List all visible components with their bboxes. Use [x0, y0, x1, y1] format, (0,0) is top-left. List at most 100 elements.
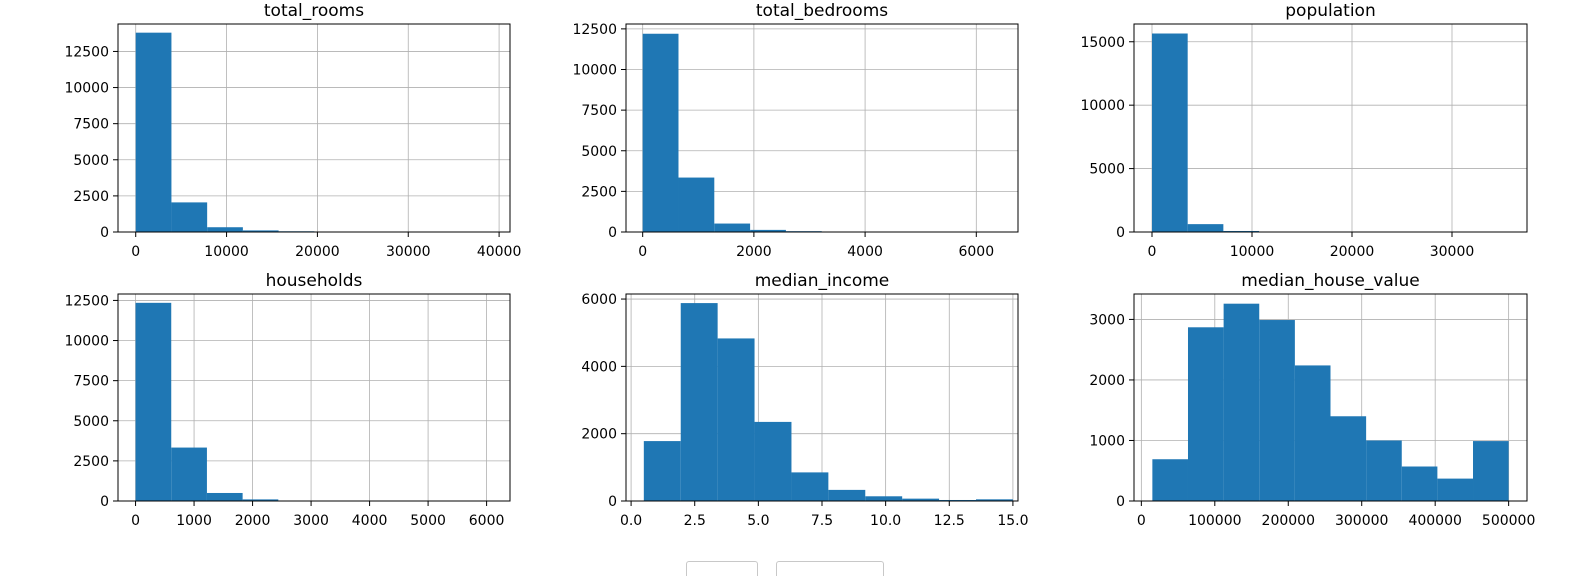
plot-1-xtick-label-2: 20000	[295, 244, 340, 260]
plot-6-bar-6	[1366, 440, 1402, 501]
plot-1-ytick-label-1: 2500	[73, 189, 109, 205]
plot-3-bar-0	[1152, 34, 1188, 232]
plot-1-ytick-label-5: 12500	[64, 44, 109, 60]
plot-1-xtick-label-3: 30000	[386, 244, 431, 260]
plot-6-ytick-label-3: 3000	[1089, 312, 1125, 328]
bottom-button-left[interactable]	[686, 561, 758, 576]
plot-4-ytick-label-3: 7500	[73, 374, 109, 390]
plot-4-xtick-label-5: 5000	[410, 513, 446, 529]
plot-5-bar-4	[791, 472, 828, 501]
plot-6-bar-1	[1188, 327, 1224, 501]
plot-4-xtick-label-1: 1000	[176, 513, 212, 529]
plot-1-ytick-label-4: 10000	[64, 81, 109, 97]
plot-2-ytick-label-1: 2500	[581, 184, 617, 200]
plot-6-bar-3	[1259, 320, 1295, 501]
plot-1-bar-2	[207, 227, 243, 232]
plot-5-xtick-label-6: 15.0	[997, 513, 1028, 529]
plot-4-xtick-label-6: 6000	[469, 513, 505, 529]
plot-2-ytick-label-3: 7500	[581, 103, 617, 119]
plot-4-bar-1	[171, 448, 207, 501]
plot-1-xtick-label-0: 0	[131, 244, 140, 260]
plot-5-bar-3	[755, 422, 792, 501]
plot-6-bar-5	[1331, 416, 1367, 501]
plot-6-bar-0	[1152, 459, 1188, 501]
plot-3-frame	[1134, 24, 1527, 232]
plot-4-bar-0	[136, 303, 172, 501]
plot-6-xtick-label-3: 300000	[1335, 513, 1388, 529]
plot-6-bar-9	[1473, 441, 1509, 501]
plot-2-xtick-label-2: 4000	[847, 244, 883, 260]
plot-5-ytick-label-1: 2000	[581, 427, 617, 443]
plot-5-bar-2	[718, 338, 755, 501]
plot-3-xtick-label-2: 20000	[1330, 244, 1375, 260]
plot-5-bar-0	[644, 441, 681, 501]
plot-2-ytick-label-2: 5000	[581, 144, 617, 160]
plot-6-ytick-label-2: 2000	[1089, 373, 1125, 389]
plot-3-title: population	[1285, 1, 1375, 21]
plot-2-ytick-label-5: 12500	[572, 22, 617, 38]
plot-5-ytick-label-3: 6000	[581, 292, 617, 308]
plot-6-xtick-label-2: 200000	[1262, 513, 1315, 529]
plot-1-xtick-label-1: 10000	[204, 244, 249, 260]
plot-5-xtick-label-3: 7.5	[811, 513, 833, 529]
plot-2-xtick-label-0: 0	[638, 244, 647, 260]
plot-6-bar-4	[1295, 365, 1331, 501]
plot-6-xtick-label-0: 0	[1137, 513, 1146, 529]
plot-6-bar-8	[1437, 479, 1473, 501]
plot-3-bar-1	[1188, 224, 1224, 232]
plot-4-xtick-label-3: 3000	[293, 513, 329, 529]
plot-1-ytick-label-3: 7500	[73, 117, 109, 133]
bottom-button-right[interactable]	[776, 561, 884, 576]
plot-4-ytick-label-2: 5000	[73, 414, 109, 430]
plot-2-bar-1	[678, 178, 714, 232]
plot-1-bar-0	[136, 33, 172, 232]
plot-3-xtick-label-0: 0	[1148, 244, 1157, 260]
plot-1-ytick-label-0: 0	[100, 225, 109, 241]
plot-6-xtick-label-4: 400000	[1408, 513, 1461, 529]
plot-5-xtick-label-4: 10.0	[870, 513, 901, 529]
plot-4-xtick-label-2: 2000	[235, 513, 271, 529]
plot-5-ytick-label-0: 0	[608, 494, 617, 510]
plot-5-xtick-label-2: 5.0	[747, 513, 769, 529]
plot-6-xtick-label-1: 100000	[1188, 513, 1241, 529]
plot-6-ytick-label-1: 1000	[1089, 433, 1125, 449]
plot-4-bar-2	[207, 493, 243, 501]
plot-1-xtick-label-4: 40000	[477, 244, 522, 260]
plot-2-ytick-label-4: 10000	[572, 63, 617, 79]
plot-6-title: median_house_value	[1241, 271, 1419, 291]
plot-6-ytick-label-0: 0	[1116, 494, 1125, 510]
plot-4-ytick-label-4: 10000	[64, 334, 109, 350]
plot-3-ytick-label-1: 5000	[1089, 162, 1125, 178]
plot-5-title: median_income	[755, 271, 890, 291]
plot-3-ytick-label-3: 15000	[1080, 35, 1125, 51]
plot-5-ytick-label-2: 4000	[581, 359, 617, 375]
plot-2-bar-2	[714, 224, 750, 232]
plot-5-xtick-label-1: 2.5	[684, 513, 706, 529]
plot-6-xtick-label-5: 500000	[1482, 513, 1535, 529]
plot-5-bar-5	[828, 490, 865, 501]
plot-6-bar-7	[1402, 467, 1438, 502]
plot-4-xtick-label-4: 4000	[352, 513, 388, 529]
plot-4-xtick-label-0: 0	[131, 513, 140, 529]
plot-4-ytick-label-1: 2500	[73, 454, 109, 470]
plot-3-xtick-label-3: 30000	[1430, 244, 1475, 260]
plot-4-ytick-label-0: 0	[100, 494, 109, 510]
plot-1-ytick-label-2: 5000	[73, 153, 109, 169]
plot-5-bar-6	[865, 496, 902, 501]
plot-5-xtick-label-5: 12.5	[934, 513, 965, 529]
plot-1-title: total_rooms	[264, 1, 364, 21]
plot-6-bar-2	[1224, 304, 1260, 501]
plot-1-frame	[118, 24, 510, 232]
plot-4-title: households	[266, 271, 363, 291]
plot-5-bar-1	[681, 303, 718, 501]
plot-2-title: total_bedrooms	[756, 1, 888, 21]
plot-4-ytick-label-5: 12500	[64, 293, 109, 309]
plot-2-ytick-label-0: 0	[608, 225, 617, 241]
plot-3-ytick-label-2: 10000	[1080, 98, 1125, 114]
plot-1-bar-1	[171, 202, 207, 232]
plot-5-xtick-label-0: 0.0	[620, 513, 642, 529]
plot-3-xtick-label-1: 10000	[1230, 244, 1275, 260]
plot-2-xtick-label-1: 2000	[736, 244, 772, 260]
plot-2-bar-0	[643, 34, 679, 232]
